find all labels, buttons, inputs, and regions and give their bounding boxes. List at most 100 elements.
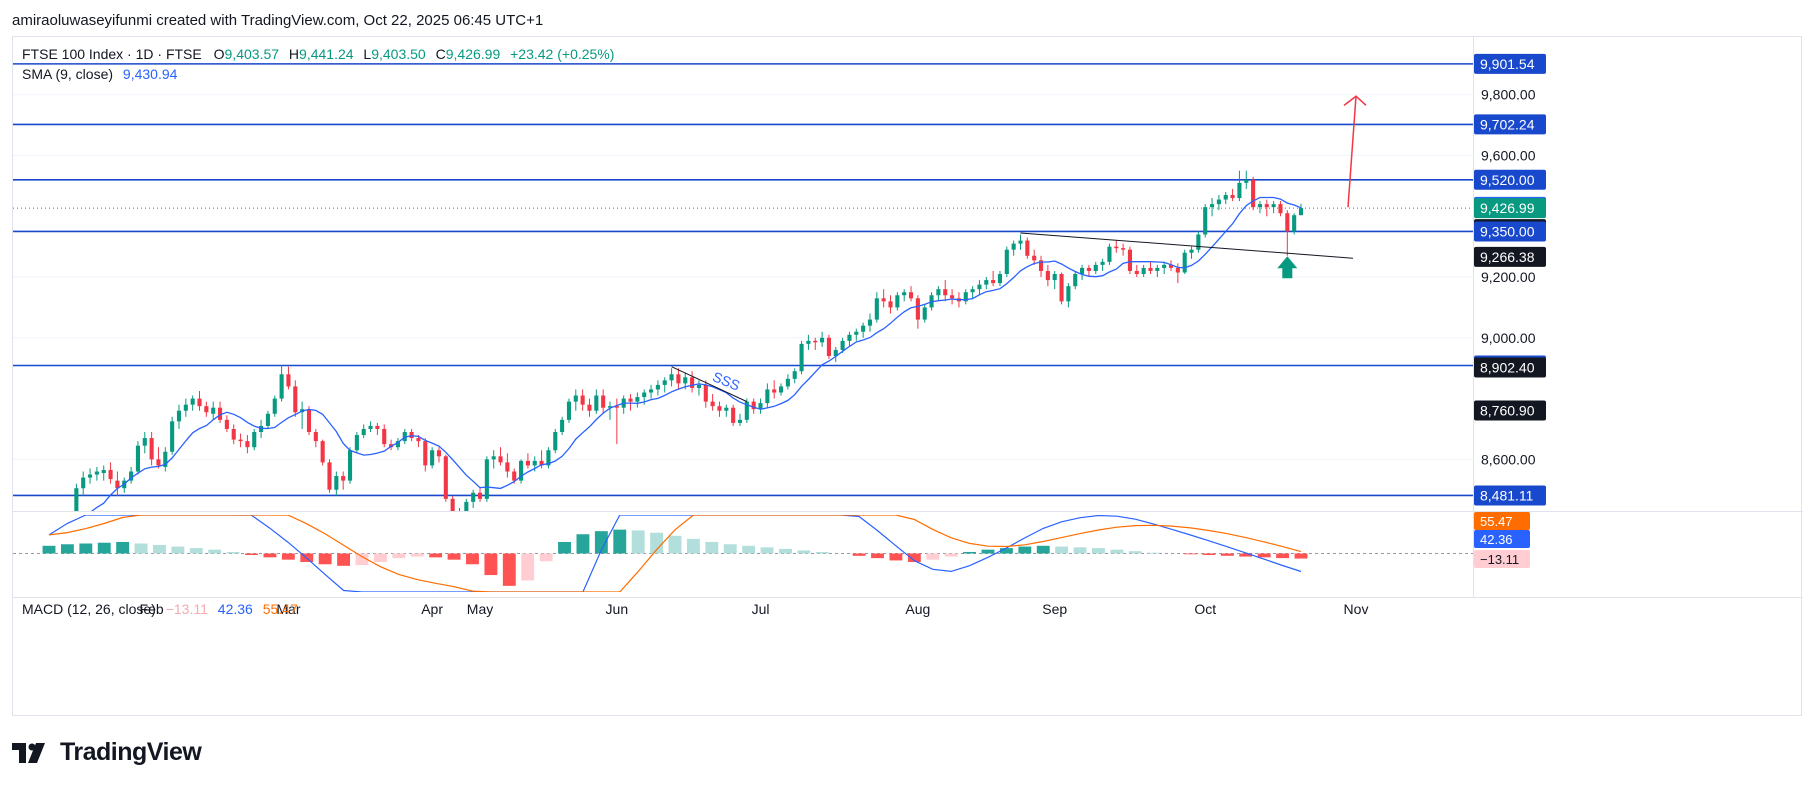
candle-body <box>306 409 312 432</box>
candle-body <box>1004 249 1009 274</box>
candle-body <box>1264 204 1269 208</box>
candle-body <box>505 462 510 472</box>
sma-value: 9,430.94 <box>122 66 178 82</box>
candle-body <box>443 456 448 499</box>
candle-body <box>1141 267 1146 274</box>
candle-body <box>683 377 688 384</box>
time-axis-label: Jun <box>606 601 629 617</box>
price-tick-label: 9,200.00 <box>1481 269 1536 285</box>
candle-body <box>1114 246 1119 249</box>
candle-body <box>813 340 818 343</box>
candle-body <box>902 292 907 296</box>
candle-body <box>614 406 619 408</box>
macd-histogram-bar <box>852 553 866 556</box>
high-value: 9,441.24 <box>299 46 354 62</box>
candle-body <box>655 384 660 390</box>
tradingview-logo-icon <box>12 742 45 763</box>
candle-body <box>1066 286 1071 302</box>
candle-body <box>560 419 565 432</box>
macd-histogram-bar <box>79 543 93 554</box>
candle-body <box>354 435 359 451</box>
candle-body <box>867 319 873 326</box>
macd-histogram-bar <box>355 553 369 566</box>
candle-body <box>272 398 277 414</box>
candle-body <box>170 421 175 452</box>
price-label-text: 8,481.11 <box>1480 487 1534 503</box>
candle-body <box>737 419 743 423</box>
time-axis-label: May <box>467 601 493 617</box>
high-label: H <box>288 46 300 62</box>
candle-body <box>1168 264 1174 268</box>
macd-axis-tag <box>1474 550 1530 568</box>
candle-body <box>464 501 469 511</box>
candle-body <box>1196 234 1201 250</box>
candle-body <box>1162 264 1167 268</box>
candle-body <box>163 451 168 467</box>
candle-body <box>484 459 489 499</box>
candle-body <box>176 410 182 422</box>
price-label-box <box>1474 198 1546 219</box>
close-value: 9,426.99 <box>445 46 501 62</box>
price-label-box <box>1474 357 1546 378</box>
descending-trendline <box>1020 232 1354 259</box>
macd-histogram-bar <box>907 553 921 562</box>
macd-histogram-bar <box>1147 552 1161 554</box>
candle-body <box>1080 267 1085 274</box>
tradingview-logo[interactable]: TradingView <box>12 738 202 767</box>
macd-histogram-bar <box>981 549 995 554</box>
macd-axis-tag-text: 42.36 <box>1480 532 1513 547</box>
macd-histogram-bar <box>889 553 903 561</box>
candle-body <box>471 492 476 502</box>
macd-histogram-bar <box>1128 551 1142 554</box>
macd-histogram-bar <box>392 553 406 559</box>
macd-label: MACD (12, 26, close) <box>22 601 156 617</box>
candle-body <box>553 432 558 451</box>
candle-body <box>477 492 483 499</box>
macd-histogram-bar <box>1110 549 1124 554</box>
close-label: C <box>435 46 446 62</box>
price-label-text: 9,901.54 <box>1480 56 1535 72</box>
macd-histogram-bar <box>447 553 461 560</box>
open-label: O <box>213 46 225 62</box>
candle-body <box>1203 207 1208 235</box>
price-pane: SSS <box>13 63 1473 511</box>
candle-body <box>669 374 674 381</box>
candle-body <box>594 395 599 411</box>
candle-body <box>566 401 572 420</box>
candle-body <box>724 407 729 411</box>
candle-body <box>1045 270 1050 281</box>
macd-histogram-bar <box>208 549 222 554</box>
time-axis-label: Apr <box>421 601 443 617</box>
candle-body <box>1210 204 1215 208</box>
macd-axis-tag <box>1474 530 1530 548</box>
macd-line <box>48 515 1302 592</box>
candle-body <box>690 377 695 388</box>
candle-body <box>874 298 879 320</box>
candle-body <box>710 401 715 407</box>
low-value: 9,403.50 <box>371 46 426 62</box>
price-chart[interactable]: 8,600.00 9,000.00 9,200.00 9,600.00 9,800.00… <box>13 37 1803 717</box>
time-axis-label: Jul <box>752 601 770 617</box>
candle-body <box>190 398 195 405</box>
projection-arrow-head <box>1343 95 1367 106</box>
macd-histogram-bar <box>502 553 516 586</box>
macd-histogram-bar <box>1202 553 1216 556</box>
candle-body <box>820 337 825 343</box>
macd-histogram-bar <box>558 541 571 554</box>
macd-histogram-bar <box>134 543 148 554</box>
candle-body <box>826 337 831 357</box>
candle-body <box>142 438 147 446</box>
price-label-text: 9,426.99 <box>1480 200 1535 216</box>
price-label-text: 8,760.90 <box>1480 402 1535 418</box>
candle-body <box>778 386 784 393</box>
candle-body <box>1182 252 1187 273</box>
candle-body <box>1038 260 1044 271</box>
macd-legend: MACD (12, 26, close) −13.11 42.36 55.47 <box>22 601 298 617</box>
candle-body <box>649 389 654 393</box>
macd-histogram-bar <box>1257 553 1271 558</box>
macd-histogram-bar <box>871 553 884 559</box>
candle-body <box>409 432 414 439</box>
macd-histogram-bar <box>760 547 774 554</box>
candle-body <box>252 432 257 448</box>
candle-body <box>758 403 763 410</box>
